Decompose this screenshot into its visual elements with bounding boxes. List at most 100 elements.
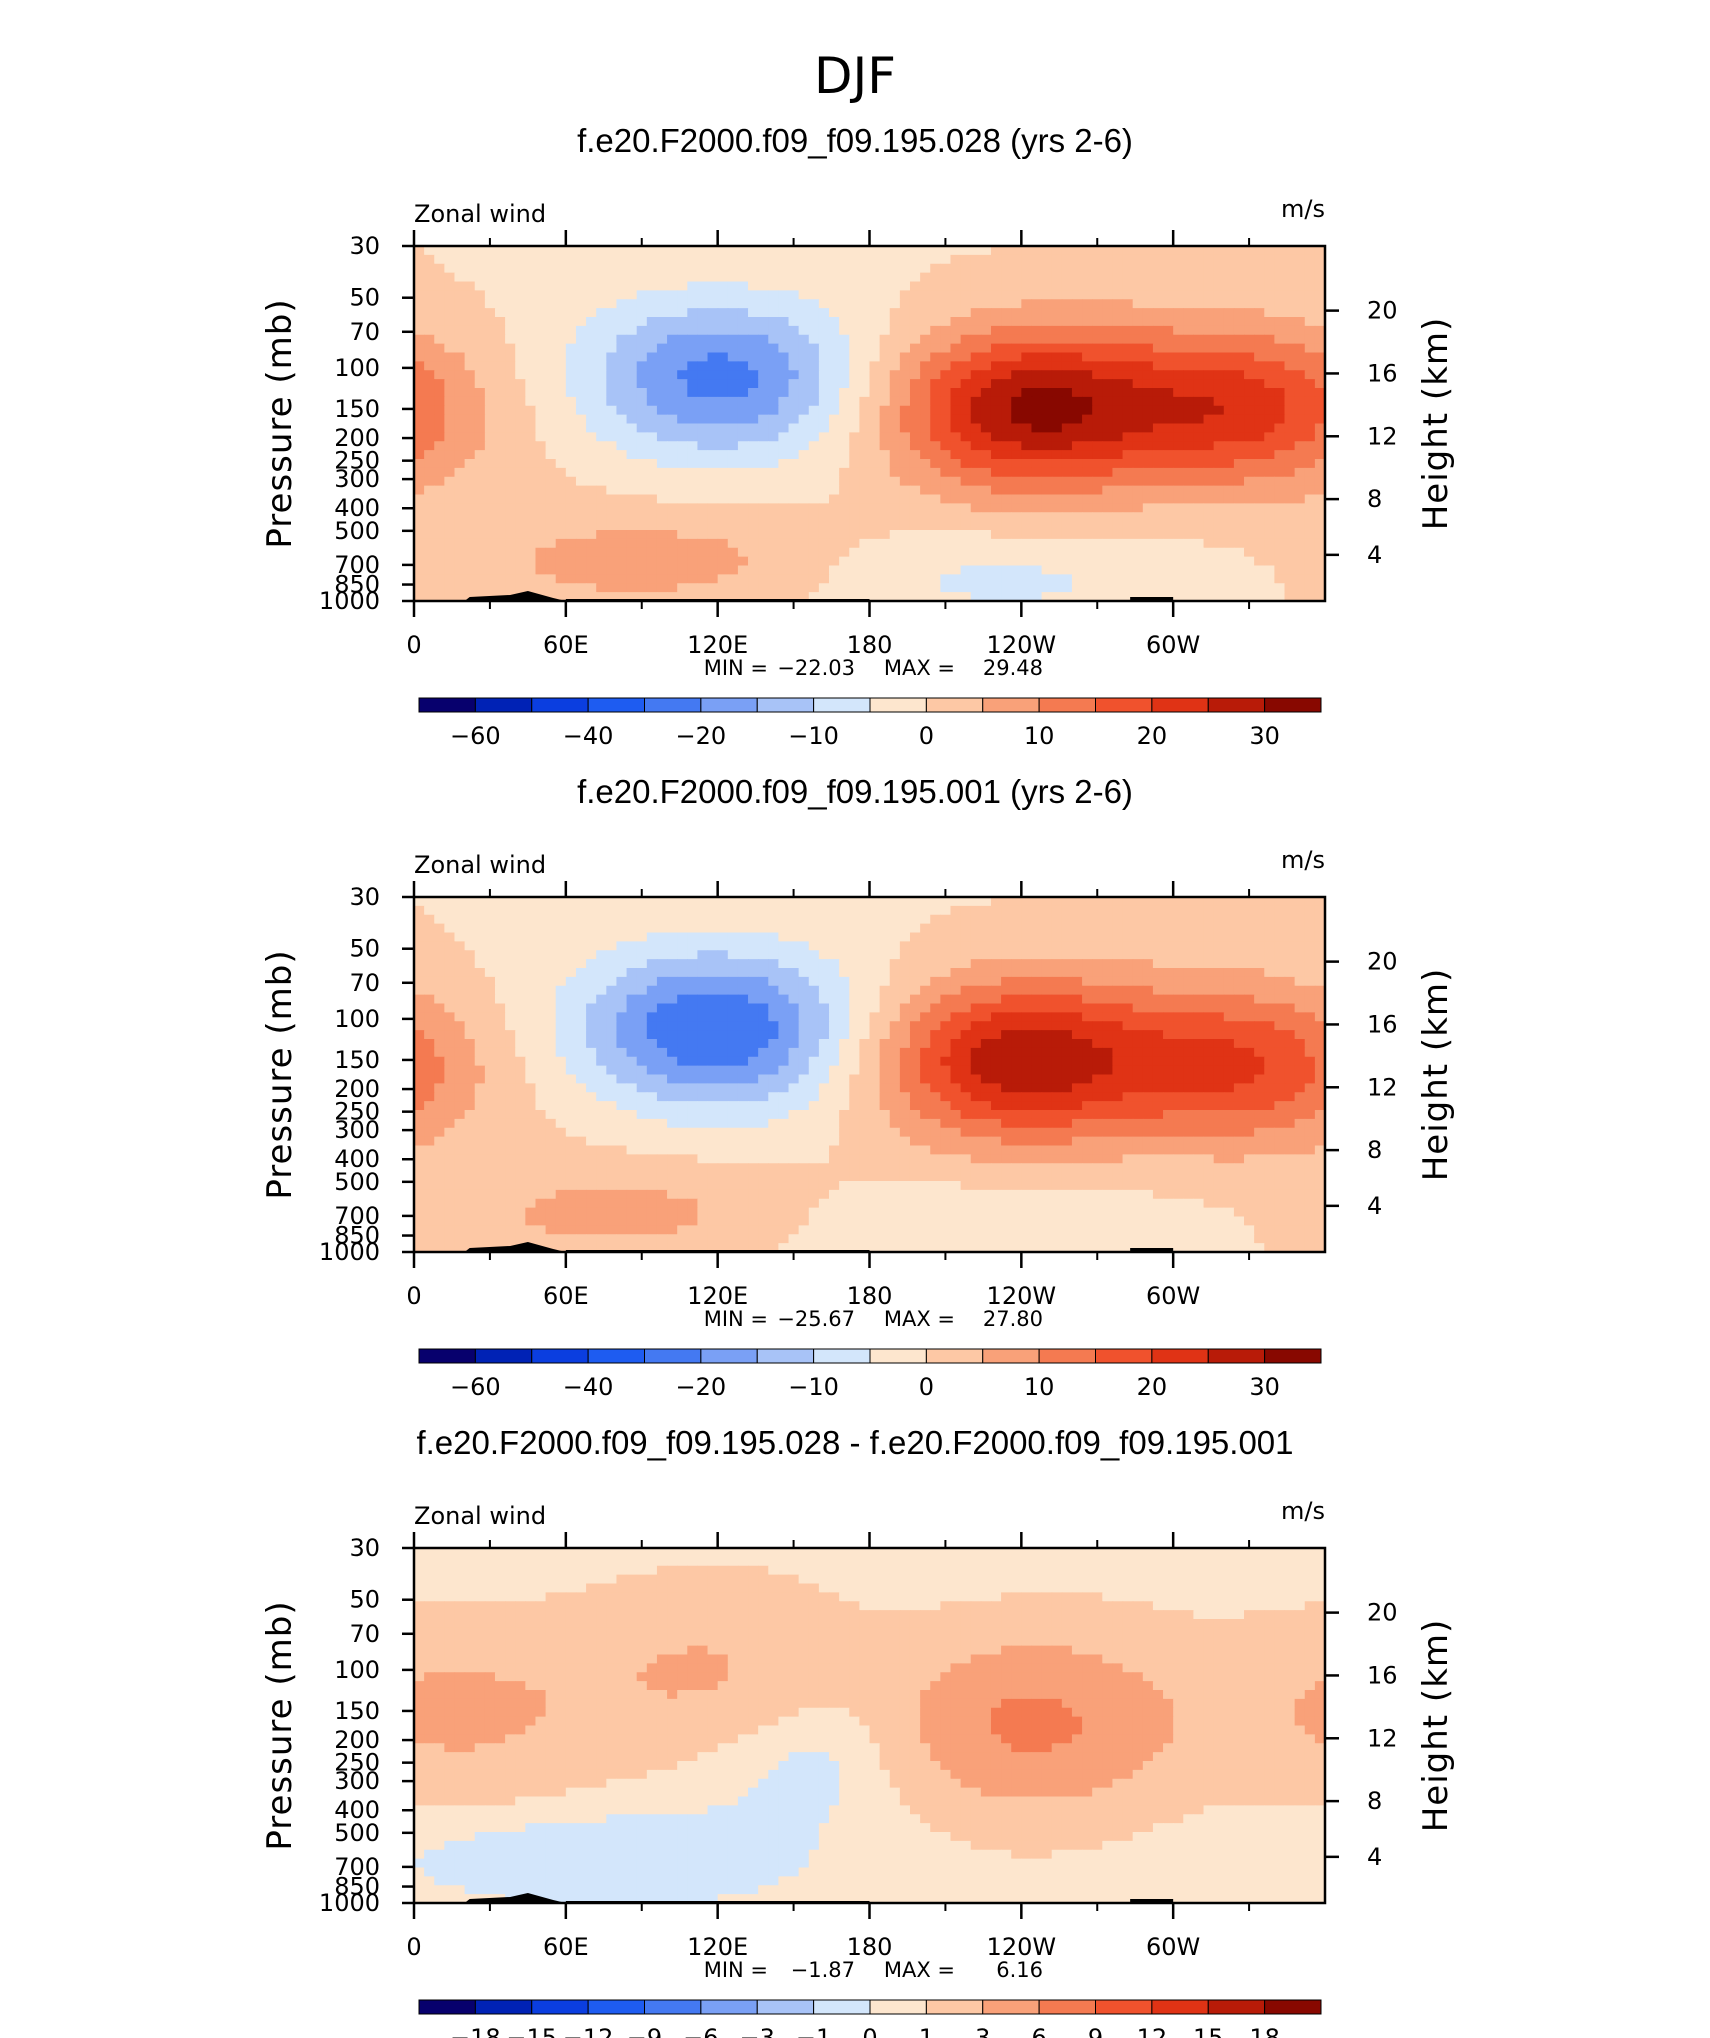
contour-cell <box>1001 388 1012 398</box>
contour-cell <box>626 547 638 558</box>
contour-cell <box>940 530 952 540</box>
contour-cell <box>768 254 779 265</box>
contour-cell <box>1274 512 1286 522</box>
contour-cell <box>474 254 486 265</box>
contour-cell <box>768 432 779 442</box>
contour-cell <box>990 538 1002 549</box>
contour-cell <box>1152 556 1164 567</box>
contour-cell <box>1102 976 1114 987</box>
contour-cell <box>1193 932 1205 942</box>
contour-cell <box>697 361 709 371</box>
contour-cell <box>1223 976 1235 987</box>
contour-cell <box>505 1021 516 1031</box>
contour-cell <box>1284 263 1296 274</box>
contour-cell <box>1254 583 1265 593</box>
contour-cell <box>869 317 881 327</box>
contour-cell <box>494 503 506 513</box>
contour-cell <box>464 272 476 283</box>
contour-cell <box>930 263 941 274</box>
contour-cell <box>758 272 769 283</box>
contour-cell <box>424 565 435 575</box>
contour-cell <box>525 423 537 433</box>
contour-cell <box>505 574 516 584</box>
contour-cell <box>535 325 547 336</box>
contour-cell <box>1082 512 1093 522</box>
contour-cell <box>920 503 931 513</box>
contour-cell <box>1254 361 1265 371</box>
contour-cell <box>1142 246 1154 256</box>
contour-cell <box>1132 512 1144 522</box>
contour-cell <box>1163 317 1174 327</box>
contour-cell <box>505 968 516 978</box>
contour-cell <box>616 370 628 380</box>
contour-cell <box>889 905 901 916</box>
contour-cell <box>484 583 496 593</box>
contour-cell <box>1183 932 1195 942</box>
contour-cell <box>1304 325 1316 336</box>
contour-cell <box>1092 485 1103 496</box>
contour-cell <box>970 441 982 451</box>
contour-cell <box>1244 396 1255 407</box>
contour-cell <box>768 272 779 283</box>
contour-cell <box>829 521 840 531</box>
contour-cell <box>454 343 466 354</box>
contour-cell <box>930 905 941 916</box>
contour-cell <box>1244 379 1255 389</box>
contour-cell <box>414 299 425 309</box>
contour-cell <box>586 396 597 407</box>
contour-cell <box>829 968 840 978</box>
contour-cell <box>1122 985 1134 996</box>
contour-cell <box>535 968 547 978</box>
contour-cell <box>1071 325 1083 336</box>
contour-cell <box>1213 556 1225 567</box>
contour-cell <box>586 583 597 593</box>
contour-cell <box>667 1021 678 1031</box>
contour-cell <box>414 272 425 283</box>
contour-cell <box>859 905 871 916</box>
contour-cell <box>606 556 618 567</box>
contour-cell <box>970 396 982 407</box>
contour-cell <box>697 467 709 478</box>
contour-cell <box>1051 432 1063 442</box>
contour-cell <box>748 941 759 951</box>
contour-cell <box>920 565 931 575</box>
contour-cell <box>596 414 607 425</box>
contour-cell <box>869 396 881 407</box>
contour-cell <box>1082 405 1093 416</box>
contour-cell <box>464 968 476 978</box>
contour-cell <box>545 405 557 416</box>
contour-cell <box>717 985 729 996</box>
contour-cell <box>1092 968 1103 978</box>
contour-cell <box>1284 994 1296 1005</box>
contour-cell <box>707 976 719 987</box>
contour-cell <box>616 388 628 398</box>
contour-cell <box>1264 308 1275 318</box>
contour-cell <box>484 932 496 942</box>
contour-cell <box>990 290 1002 300</box>
contour-cell <box>1112 521 1124 531</box>
contour-cell <box>414 281 425 291</box>
contour-cell <box>596 281 607 291</box>
contour-cell <box>1132 281 1144 291</box>
contour-cell <box>1284 343 1296 354</box>
contour-cell <box>454 405 466 416</box>
contour-cell <box>950 343 962 354</box>
contour-cell <box>656 388 668 398</box>
contour-cell <box>1051 1003 1063 1013</box>
contour-cell <box>920 254 931 265</box>
contour-cell <box>869 459 881 469</box>
contour-cell <box>596 254 607 265</box>
contour-cell <box>1314 396 1326 407</box>
contour-cell <box>839 379 850 389</box>
contour-cell <box>677 503 688 513</box>
contour-cell <box>444 343 456 354</box>
contour-cell <box>1264 290 1275 300</box>
contour-cell <box>1233 503 1245 513</box>
contour-cell <box>748 432 759 442</box>
contour-cell <box>535 976 547 987</box>
contour-cell <box>737 1003 749 1013</box>
contour-cell <box>778 485 790 496</box>
contour-cell <box>575 897 587 907</box>
contour-cell <box>778 361 790 371</box>
contour-cell <box>667 592 678 602</box>
